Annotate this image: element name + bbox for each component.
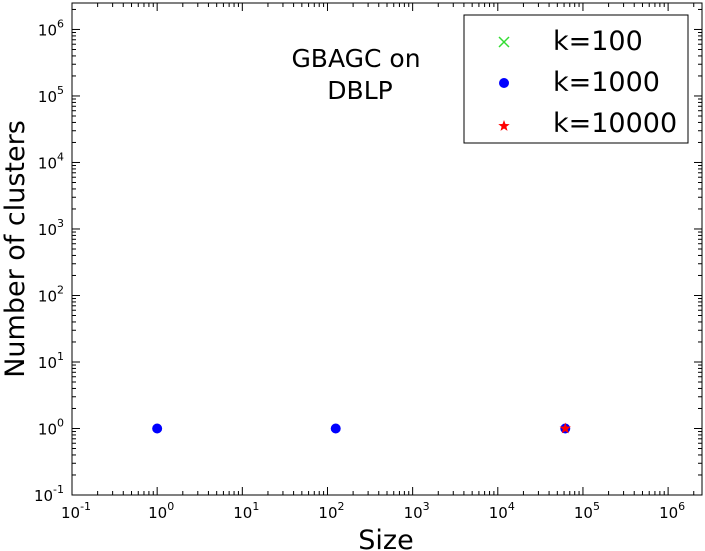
legend: k=100 k=1000 k=10000 — [463, 14, 689, 144]
chart-annotation-line-1: GBAGC on — [291, 44, 420, 73]
y-tick-label: 100 — [38, 416, 64, 438]
y-tick-label: 103 — [38, 217, 64, 239]
legend-label-k100: k=100 — [553, 26, 643, 57]
x-tick-label: 104 — [489, 500, 515, 522]
legend-markers — [498, 36, 510, 131]
legend-label-k1000: k=1000 — [553, 67, 660, 98]
legend-marker-series-0 — [498, 36, 510, 48]
x-tick-label: 102 — [318, 500, 344, 522]
tick-group: 10-1 100 101 102 103 104 105 106 10-1 100 101 102 10… — [34, 3, 702, 522]
y-tick-label: 102 — [38, 283, 64, 305]
x-tick-label: 103 — [404, 500, 430, 522]
y-axis-label: Number of clusters — [0, 120, 31, 378]
chart-annotation-line-2: DBLP — [327, 76, 392, 105]
x-tick-label: 105 — [574, 500, 600, 522]
x-axis-label: Size — [358, 525, 413, 551]
data-point-series-1 — [330, 423, 341, 434]
y-tick-label: 104 — [38, 150, 64, 172]
y-tick-label: 101 — [38, 350, 64, 372]
x-tick-label: 101 — [233, 500, 259, 522]
x-tick-label: 106 — [659, 500, 685, 522]
x-tick-label: 10-1 — [61, 500, 91, 522]
y-tick-label: 106 — [38, 17, 64, 39]
data-point-series-2 — [559, 422, 571, 434]
legend-label-k10000: k=10000 — [553, 108, 677, 139]
legend-marker-series-1 — [499, 78, 509, 88]
x-tick-label: 100 — [148, 500, 174, 522]
data-marks — [152, 422, 571, 434]
y-tick-label: 105 — [38, 84, 64, 106]
legend-marker-series-0-stroke — [498, 36, 510, 48]
data-point-series-1 — [152, 423, 163, 434]
y-tick-label: 10-1 — [34, 483, 64, 505]
legend-marker-series-2 — [498, 120, 510, 131]
